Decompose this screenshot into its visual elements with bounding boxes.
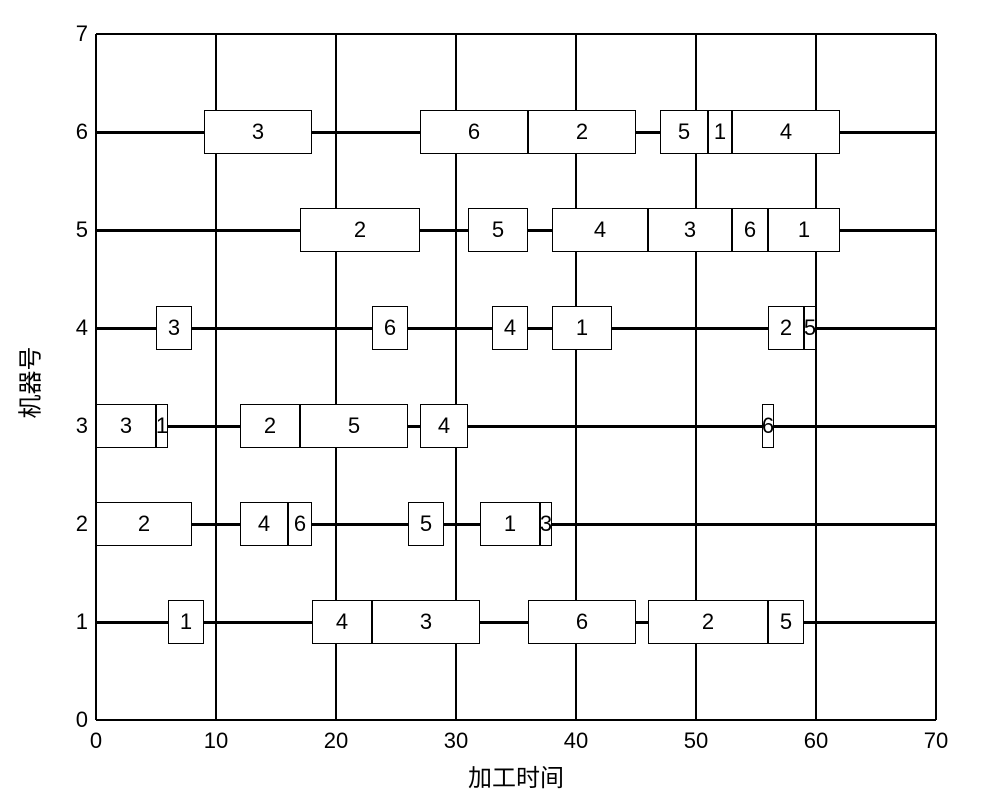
- y-tick-label: 1: [58, 609, 88, 635]
- gantt-bar-label: 5: [348, 415, 360, 437]
- grid-line-h: [96, 719, 936, 722]
- gantt-bar: 1: [156, 404, 168, 448]
- y-tick-label: 6: [58, 119, 88, 145]
- gantt-bar: 4: [312, 600, 372, 644]
- y-tick-label: 3: [58, 413, 88, 439]
- gantt-bar: 4: [240, 502, 288, 546]
- gantt-bar-label: 5: [804, 317, 816, 339]
- gantt-bar: 6: [288, 502, 312, 546]
- gantt-bar: 4: [552, 208, 648, 252]
- gantt-bar-label: 5: [420, 513, 432, 535]
- gantt-bar-label: 3: [420, 611, 432, 633]
- gantt-bar-label: 3: [684, 219, 696, 241]
- gantt-bar-label: 4: [438, 415, 450, 437]
- gantt-bar-label: 6: [384, 317, 396, 339]
- y-axis-label: 机器号: [11, 283, 46, 483]
- gantt-bar-label: 5: [780, 611, 792, 633]
- gantt-bar: 1: [168, 600, 204, 644]
- x-tick-label: 40: [556, 728, 596, 754]
- gantt-bar-label: 2: [138, 513, 150, 535]
- gantt-bar: 3: [372, 600, 480, 644]
- machine-track: [96, 621, 936, 624]
- gantt-bar-label: 1: [180, 611, 192, 633]
- grid-line-v: [95, 34, 98, 720]
- x-tick-label: 50: [676, 728, 716, 754]
- y-tick-label: 2: [58, 511, 88, 537]
- y-tick-label: 0: [58, 707, 88, 733]
- gantt-bar-label: 4: [594, 219, 606, 241]
- y-tick-label: 4: [58, 315, 88, 341]
- gantt-bar-label: 2: [354, 219, 366, 241]
- gantt-bar: 5: [300, 404, 408, 448]
- gantt-bar-label: 6: [468, 121, 480, 143]
- x-tick-label: 20: [316, 728, 356, 754]
- gantt-bar: 6: [372, 306, 408, 350]
- gantt-bar-label: 1: [798, 219, 810, 241]
- gantt-bar-label: 2: [576, 121, 588, 143]
- gantt-bar: 5: [804, 306, 816, 350]
- gantt-bar: 4: [420, 404, 468, 448]
- gantt-bar: 3: [96, 404, 156, 448]
- gantt-bar-label: 4: [504, 317, 516, 339]
- gantt-bar: 1: [480, 502, 540, 546]
- gantt-bar-label: 5: [678, 121, 690, 143]
- gantt-bar: 3: [156, 306, 192, 350]
- gantt-bar-label: 6: [294, 513, 306, 535]
- gantt-bar: 2: [96, 502, 192, 546]
- x-tick-label: 70: [916, 728, 956, 754]
- gantt-bar-label: 4: [336, 611, 348, 633]
- machine-track: [96, 425, 936, 428]
- gantt-bar-label: 1: [576, 317, 588, 339]
- gantt-bar-label: 2: [702, 611, 714, 633]
- x-axis-label: 加工时间: [416, 758, 616, 793]
- gantt-bar: 3: [648, 208, 732, 252]
- gantt-bar-label: 4: [258, 513, 270, 535]
- gantt-bar-label: 6: [744, 219, 756, 241]
- gantt-bar-label: 5: [492, 219, 504, 241]
- gantt-bar-label: 6: [576, 611, 588, 633]
- gantt-bar: 6: [762, 404, 774, 448]
- grid-line-h: [96, 33, 936, 36]
- y-tick-label: 5: [58, 217, 88, 243]
- gantt-bar: 1: [768, 208, 840, 252]
- gantt-bar: 5: [408, 502, 444, 546]
- y-tick-label: 7: [58, 21, 88, 47]
- x-tick-label: 60: [796, 728, 836, 754]
- x-tick-label: 10: [196, 728, 236, 754]
- gantt-bar-label: 1: [714, 121, 726, 143]
- gantt-bar-label: 1: [504, 513, 516, 535]
- gantt-bar: 6: [420, 110, 528, 154]
- gantt-bar-label: 1: [156, 415, 168, 437]
- gantt-bar: 3: [540, 502, 552, 546]
- gantt-bar: 5: [768, 600, 804, 644]
- x-tick-label: 30: [436, 728, 476, 754]
- gantt-bar: 6: [732, 208, 768, 252]
- gantt-bar-label: 2: [264, 415, 276, 437]
- gantt-bar: 3: [204, 110, 312, 154]
- gantt-bar-label: 4: [780, 121, 792, 143]
- gantt-bar-label: 3: [252, 121, 264, 143]
- gantt-bar: 4: [492, 306, 528, 350]
- gantt-bar: 1: [552, 306, 612, 350]
- gantt-bar: 5: [468, 208, 528, 252]
- gantt-bar: 2: [300, 208, 420, 252]
- gantt-bar-label: 2: [780, 317, 792, 339]
- grid-line-v: [935, 34, 938, 720]
- gantt-bar: 2: [240, 404, 300, 448]
- gantt-bar-label: 3: [120, 415, 132, 437]
- gantt-bar-label: 3: [540, 513, 552, 535]
- gantt-bar: 6: [528, 600, 636, 644]
- gantt-bar: 5: [660, 110, 708, 154]
- gantt-bar-label: 6: [762, 415, 774, 437]
- gantt-bar: 1: [708, 110, 732, 154]
- gantt-bar: 2: [528, 110, 636, 154]
- gantt-bar: 2: [768, 306, 804, 350]
- gantt-bar-label: 3: [168, 317, 180, 339]
- gantt-bar: 4: [732, 110, 840, 154]
- gantt-bar: 2: [648, 600, 768, 644]
